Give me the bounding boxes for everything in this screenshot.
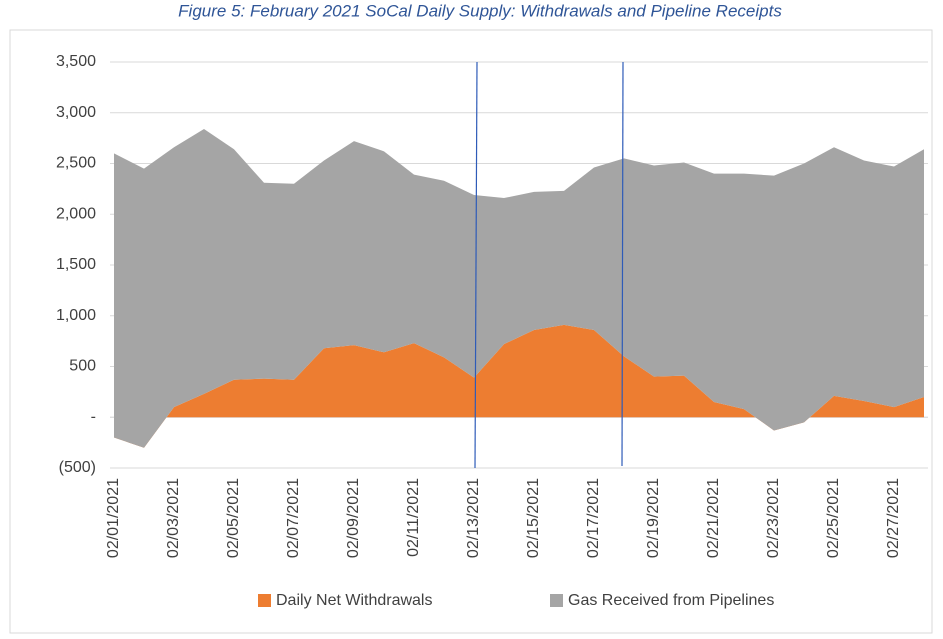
labels: (500) - 500 1,000 1,500 2,000 2,500 3,000 3,500 0… xyxy=(56,53,902,558)
y-tick-label: 3,000 xyxy=(56,104,96,121)
legend-label: Daily Net Withdrawals xyxy=(276,592,432,609)
x-tick-label: 02/07/2021 xyxy=(285,478,302,558)
y-tick-label: - xyxy=(91,408,96,425)
x-tick-label: 02/13/2021 xyxy=(465,478,482,558)
area xyxy=(114,324,924,448)
legend: Daily Net Withdrawals Gas Received from P… xyxy=(258,592,774,609)
x-tick-label: 02/21/2021 xyxy=(705,478,722,558)
areas xyxy=(114,128,924,448)
y-tick-label: 3,500 xyxy=(56,53,96,70)
x-tick-label: 02/19/2021 xyxy=(645,478,662,558)
x-tick-label: 02/17/2021 xyxy=(585,478,602,558)
y-tick-label: 1,000 xyxy=(56,307,96,324)
legend-label: Gas Received from Pipelines xyxy=(568,592,774,609)
x-tick-label: 02/25/2021 xyxy=(825,478,842,558)
y-tick-label: 500 xyxy=(69,358,96,375)
x-tick-label: 02/23/2021 xyxy=(765,478,782,558)
chart-title: Figure 5: February 2021 SoCal Daily Supp… xyxy=(178,1,782,20)
y-tick-label: 2,000 xyxy=(56,205,96,222)
x-tick-label: 02/03/2021 xyxy=(165,478,182,558)
x-tick-label: 02/27/2021 xyxy=(885,478,902,558)
y-tick-label: 1,500 xyxy=(56,256,96,273)
y-tick-label: 2,500 xyxy=(56,155,96,172)
annotation-line xyxy=(621,61,624,467)
y-tick-label: (500) xyxy=(59,459,96,476)
x-tick-label: 02/09/2021 xyxy=(345,478,362,558)
x-tick-label: 02/05/2021 xyxy=(225,478,242,558)
x-tick-label: 02/15/2021 xyxy=(525,478,542,558)
x-tick-label: 02/01/2021 xyxy=(105,478,122,558)
annotation-line xyxy=(474,61,478,469)
legend-swatch xyxy=(258,594,271,607)
x-tick-label: 02/11/2021 xyxy=(405,478,422,557)
area xyxy=(114,128,924,448)
legend-swatch xyxy=(550,594,563,607)
